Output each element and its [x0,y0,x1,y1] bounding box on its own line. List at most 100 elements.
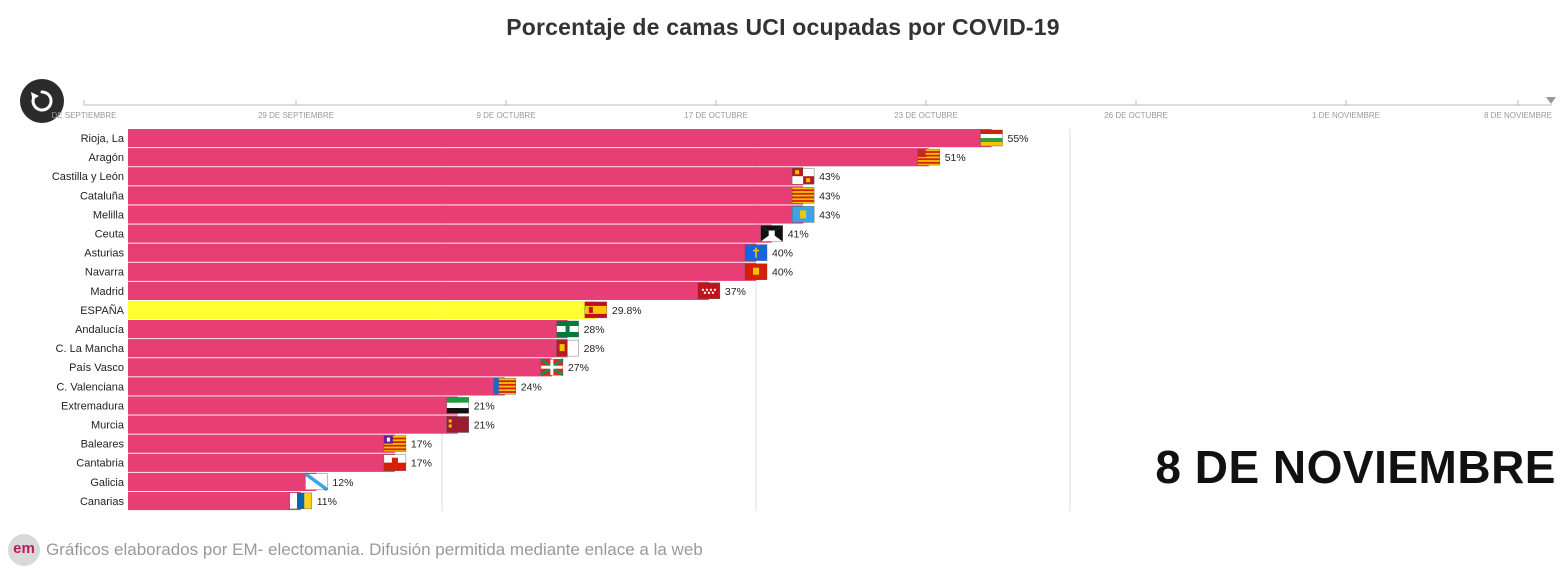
bar-row: Baleares 17% [81,434,432,453]
bar-row: Andalucía 28% [75,320,605,339]
bar [128,243,756,262]
bar-row: Aragón 51% [89,148,966,167]
timeline-tick-label: 17 DE OCTUBRE [684,111,748,120]
bar [128,205,804,224]
bar [128,262,756,281]
bar [128,300,596,320]
bar [128,148,929,167]
bar [128,167,804,186]
timeline-tick-label: 8 DE NOVIEMBRE [1484,111,1552,120]
flag-cataluna-icon [791,187,815,204]
flag-pais-vasco-icon [540,358,564,377]
flag-navarra-icon [744,263,768,280]
flag-valencia-icon [493,378,516,395]
flag-rioja-icon [980,129,1003,147]
replay-button[interactable] [20,79,64,123]
bar-row: Galicia 12% [90,472,353,491]
value-label: 24% [521,381,542,393]
bars: Rioja, La 55%Aragón 51%Castilla y León 43%C… [52,129,1029,511]
bar [128,281,709,300]
bar-row: C. La Mancha 28% [56,339,605,358]
replay-icon [31,90,53,112]
category-label: Cataluña [80,190,125,202]
flag-murcia-icon [446,416,469,433]
bar-row: Madrid 37% [90,281,746,300]
bar [128,415,458,434]
value-label: 43% [819,209,840,221]
bar-row: Cataluña 43% [80,186,840,205]
category-label: Ceuta [95,229,125,241]
flag-asturias-icon [744,244,768,261]
bar [128,339,568,358]
category-label: C. Valenciana [56,381,125,393]
category-label: Melilla [93,209,125,221]
bar-row: C. Valenciana 24% [56,377,542,396]
category-label: Canarias [80,496,125,508]
flag-galicia-icon [304,472,329,492]
electomania-logo: em [8,534,40,566]
flag-andalucia-icon [556,320,579,338]
bar-row: Melilla 43% [93,205,840,224]
timeline-tick-label: 29 DE SEPTIEMBRE [258,111,334,120]
category-label: Castilla y León [52,171,124,183]
category-label: Galicia [90,477,125,489]
bar-row: Rioja, La 55% [81,129,1029,148]
bar-row: Castilla y León 43% [52,167,840,186]
current-date-label: 8 DE NOVIEMBRE [1155,441,1556,493]
category-label: Murcia [91,420,125,432]
bar [128,491,301,511]
category-label: Asturias [84,248,124,260]
bar-row: Ceuta 41% [95,224,809,243]
value-label: 11% [317,496,337,508]
value-label: 12% [332,477,353,489]
bar [128,186,804,205]
category-label: País Vasco [69,362,124,374]
value-label: 41% [788,229,809,241]
timeline[interactable]: DE SEPTIEMBRE 29 DE SEPTIEMBRE 9 DE OCTUBR… [52,97,1556,120]
timeline-tick-label: 9 DE OCTUBRE [476,111,535,120]
value-label: 28% [584,324,605,336]
timeline-tick-label: 23 DE OCTUBRE [894,111,958,120]
value-label: 17% [411,439,432,451]
bar [128,396,458,415]
bar-row: País Vasco 27% [69,358,589,377]
flag-melilla-icon [791,206,815,223]
flag-madrid-icon [697,282,721,299]
flag-extremadura-icon [446,397,469,414]
category-label: Navarra [85,267,125,279]
value-label: 27% [568,362,589,374]
category-label: Andalucía [75,324,125,336]
value-label: 21% [474,420,495,432]
flag-cantabria-icon [383,454,407,471]
category-label: Baleares [81,439,125,451]
footer-text: Gráficos elaborados por EM- electomania.… [46,540,703,559]
flag-castilla-la-mancha-icon [556,339,579,357]
timeline-tick-label: 26 DE OCTUBRE [1104,111,1168,120]
value-label: 37% [725,286,746,298]
bar [128,129,992,148]
bar-chart: DE SEPTIEMBRE 29 DE SEPTIEMBRE 9 DE OCTUBR… [52,97,1556,511]
bar-row: ESPAÑA 29.8% [80,300,642,320]
bar-row: Cantabria 17% [76,453,432,472]
category-label: Aragón [89,152,124,164]
bar-row: Extremadura 21% [61,396,495,415]
value-label: 40% [772,267,793,279]
chart-title: Porcentaje de camas UCI ocupadas por COV… [506,14,1060,40]
value-label: 43% [819,190,840,202]
value-label: 17% [411,458,432,470]
category-label: Extremadura [61,400,125,412]
flag-castilla-leon-icon [791,167,815,185]
flag-canarias-icon [289,492,312,510]
bar-row: Canarias 11% [80,491,337,511]
bar [128,320,568,339]
timeline-tick-label: 1 DE NOVIEMBRE [1312,111,1380,120]
category-label: C. La Mancha [56,343,125,355]
flag-ceuta-icon [760,225,783,242]
value-label: 40% [772,248,793,260]
timeline-marker-icon[interactable] [1546,97,1556,104]
bar [128,453,395,472]
bar [128,472,317,491]
bar-row: Asturias 40% [84,243,793,262]
footer: em Gráficos elaborados por EM- electomani… [8,534,703,566]
value-label: 21% [474,400,495,412]
